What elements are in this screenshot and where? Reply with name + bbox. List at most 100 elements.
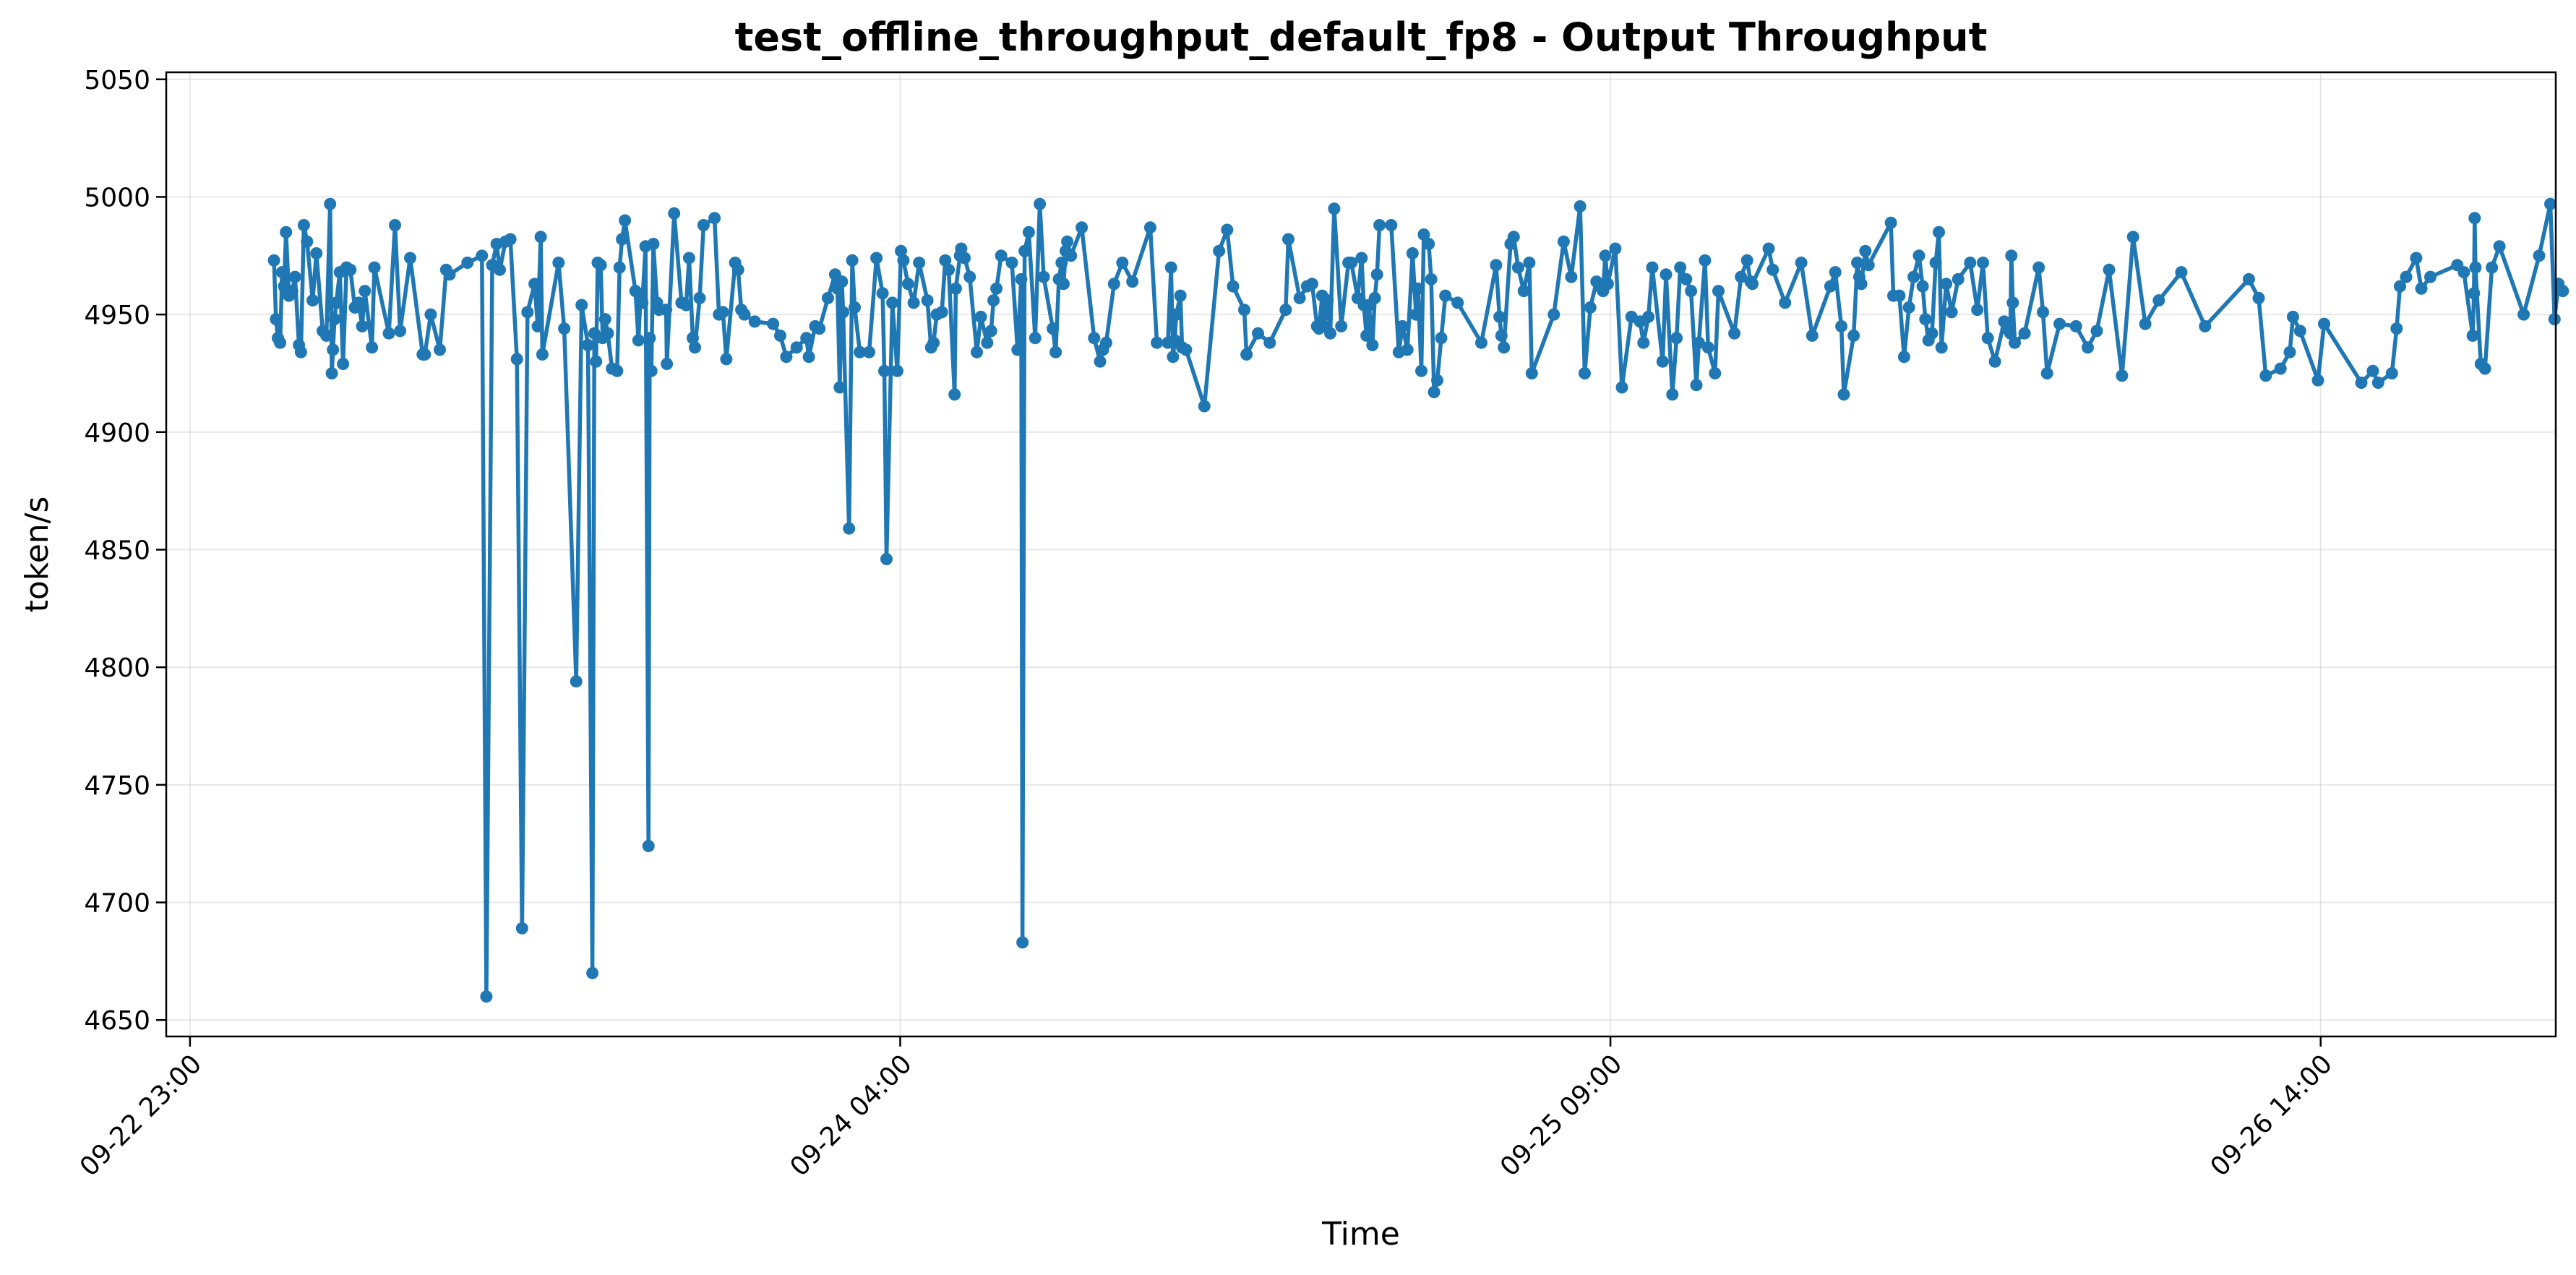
data-point: [1837, 388, 1850, 401]
data-point: [2005, 249, 2018, 262]
data-point: [1517, 285, 1530, 298]
data-point: [948, 388, 961, 401]
data-point: [594, 259, 607, 272]
data-point: [1709, 367, 1722, 379]
data-point: [876, 287, 889, 300]
data-point: [510, 353, 523, 366]
data-point: [598, 313, 611, 326]
data-point: [1988, 355, 2001, 368]
data-point: [1835, 319, 1848, 332]
data-point: [611, 364, 624, 377]
data-point: [1933, 226, 1945, 239]
data-point: [521, 306, 534, 319]
data-point: [2366, 364, 2379, 377]
data-point: [1660, 268, 1673, 281]
data-point: [424, 308, 437, 321]
data-point: [1893, 289, 1906, 302]
data-point: [2004, 327, 2017, 340]
y-tick-label: 4700: [84, 889, 150, 919]
data-point: [352, 296, 365, 309]
data-point: [1945, 306, 1958, 319]
data-point: [1099, 336, 1112, 349]
data-point: [1016, 936, 1029, 949]
y-tick-label: 4800: [84, 653, 150, 683]
data-point: [1495, 329, 1508, 342]
data-point: [2424, 270, 2437, 283]
data-point: [2242, 272, 2255, 286]
data-point: [288, 270, 301, 283]
data-point: [1897, 351, 1910, 364]
data-point: [2018, 327, 2031, 340]
data-point: [943, 263, 956, 276]
data-point: [2032, 261, 2045, 274]
data-point: [716, 306, 729, 319]
data-point: [1431, 374, 1443, 387]
data-point: [1015, 272, 1028, 286]
data-point: [2103, 263, 2116, 276]
data-point: [2069, 319, 2082, 332]
data-point: [1728, 327, 1741, 340]
data-point: [822, 291, 834, 304]
data-point: [1370, 268, 1383, 281]
data-point: [1859, 244, 1872, 257]
data-point: [1847, 329, 1860, 342]
data-point: [1674, 261, 1687, 274]
data-point: [1766, 263, 1779, 276]
data-point: [636, 296, 649, 309]
y-tick-label: 4850: [84, 536, 150, 565]
data-point: [720, 353, 733, 366]
data-point: [1321, 294, 1334, 307]
data-point: [1919, 313, 1932, 326]
data-point: [1642, 310, 1655, 323]
data-point: [738, 308, 751, 321]
data-point: [1116, 257, 1129, 269]
data-point: [1396, 319, 1409, 332]
data-point: [870, 252, 883, 265]
data-point: [780, 351, 793, 364]
data-point: [682, 252, 695, 265]
data-point: [1795, 257, 1808, 269]
data-point: [1712, 285, 1725, 298]
data-point: [480, 990, 493, 1003]
data-point: [366, 341, 379, 354]
data-point: [404, 252, 416, 265]
data-point: [897, 254, 910, 267]
data-point: [963, 270, 976, 283]
data-point: [619, 214, 632, 227]
data-point: [2252, 291, 2265, 304]
data-point: [2053, 317, 2066, 330]
data-point: [2293, 325, 2306, 338]
data-point: [1439, 289, 1452, 302]
data-point: [1169, 308, 1182, 321]
data-point: [1690, 379, 1703, 392]
data-point: [995, 249, 1008, 262]
plot-frame: [165, 71, 2557, 1038]
data-point: [1699, 254, 1712, 267]
data-point: [2371, 377, 2384, 389]
data-point: [1425, 272, 1438, 286]
data-point: [1366, 338, 1379, 351]
data-point: [1406, 247, 1419, 259]
data-point: [1916, 280, 1929, 293]
data-point: [586, 966, 599, 979]
data-point: [1902, 301, 1915, 314]
data-point: [921, 294, 934, 307]
data-point: [389, 219, 401, 231]
y-tick-label: 5050: [84, 66, 150, 95]
data-point: [2318, 317, 2330, 330]
data-point: [1884, 216, 1897, 229]
data-point: [2533, 249, 2546, 262]
data-point: [697, 219, 710, 231]
data-point: [1685, 285, 1698, 298]
data-point: [837, 306, 849, 319]
data-point: [981, 336, 994, 349]
data-point: [1498, 341, 1511, 354]
data-point: [1977, 257, 1989, 269]
data-point: [708, 212, 721, 225]
data-point: [647, 238, 660, 250]
data-point: [1565, 270, 1578, 283]
data-point: [1221, 223, 1234, 236]
data-point: [1557, 235, 1570, 248]
data-point: [1412, 282, 1425, 295]
